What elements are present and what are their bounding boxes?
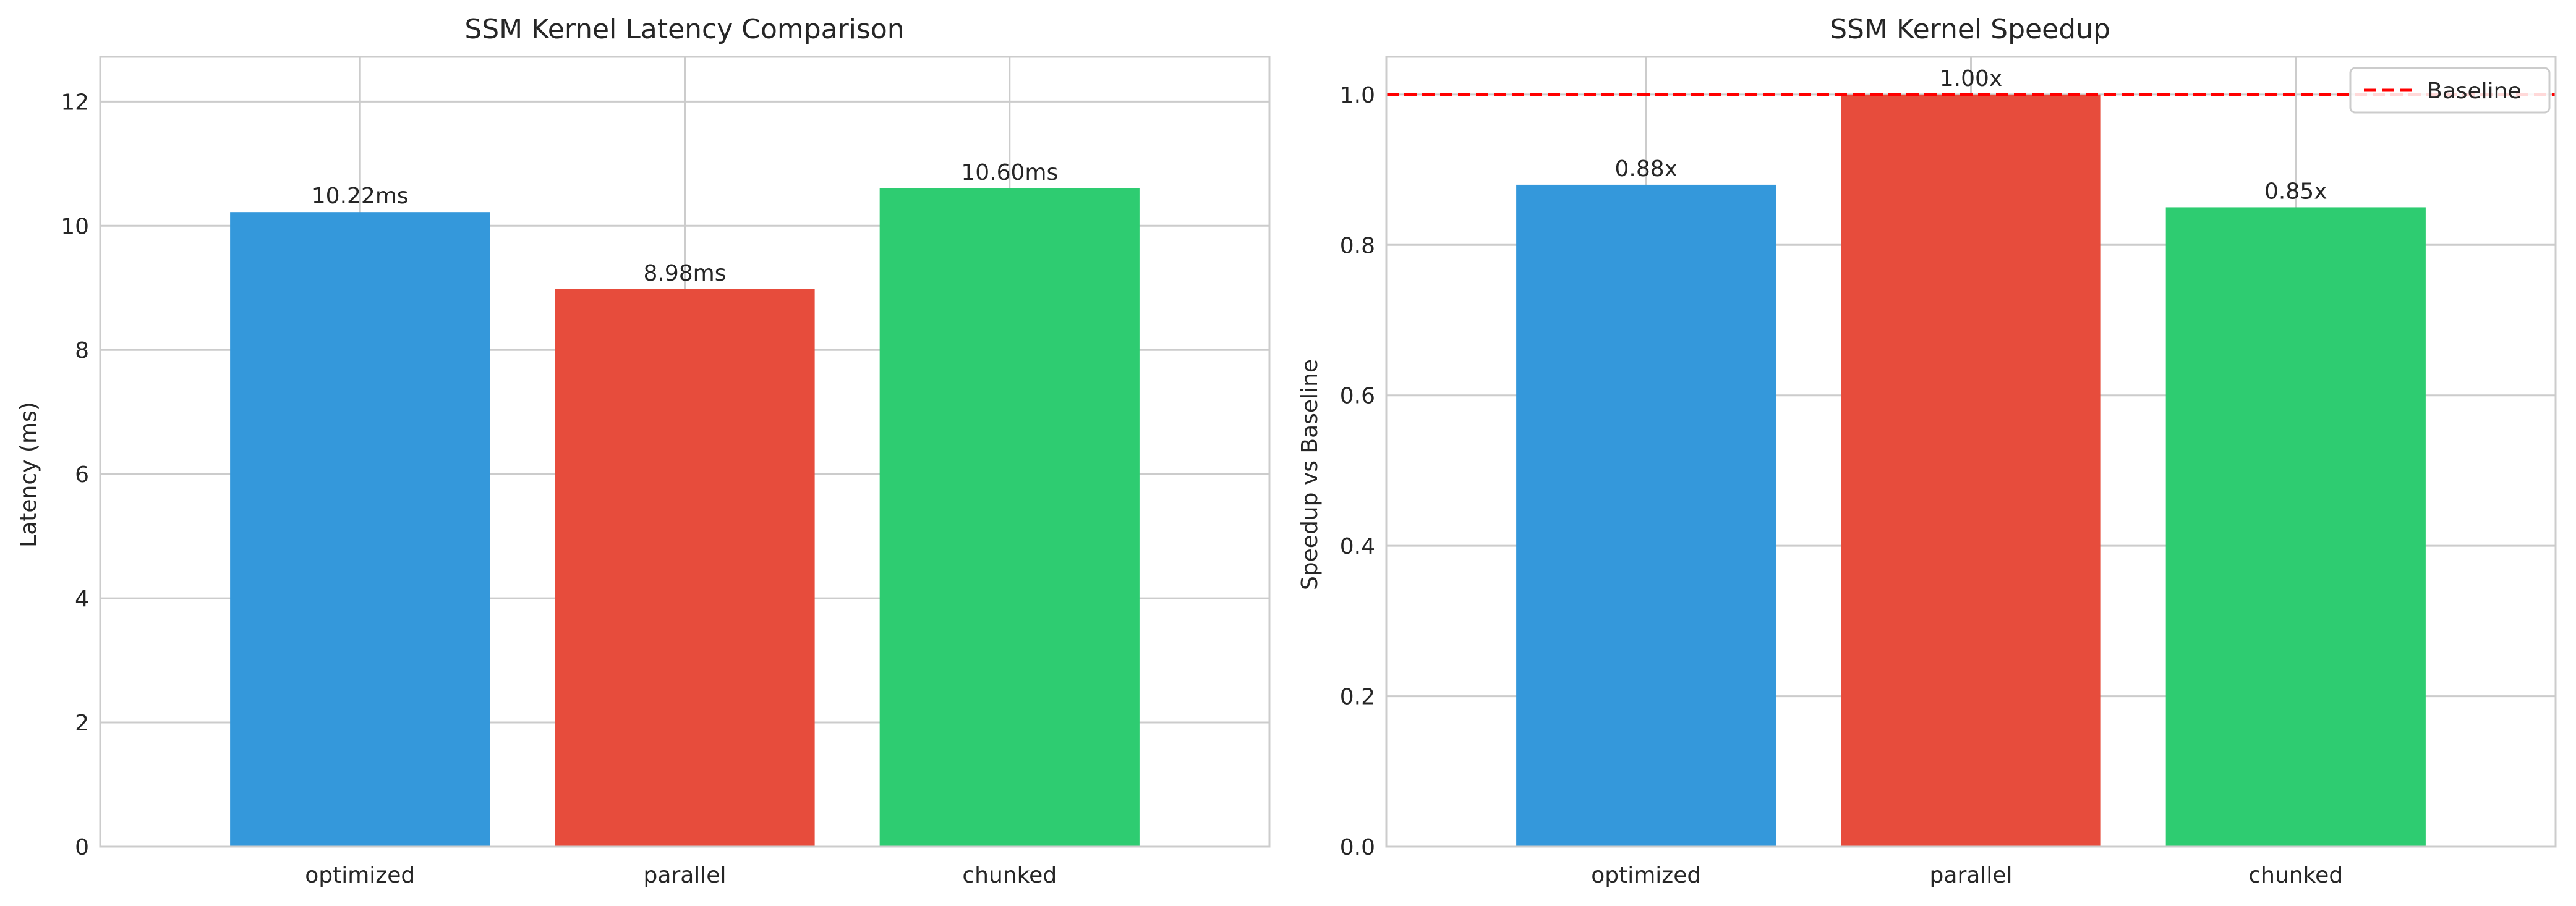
speedup-x-tick-label: optimized — [1591, 863, 1701, 888]
legend-baseline-label: Baseline — [2427, 78, 2522, 104]
latency-chart: SSM Kernel Latency Comparison Latency (m… — [16, 14, 1271, 888]
speedup-y-tick-label: 1.0 — [1340, 83, 1375, 108]
latency-ticks: 0 2 4 6 8 10 12 optimized parallel chunked — [61, 90, 1057, 888]
latency-x-tick-label: optimized — [305, 863, 415, 888]
speedup-chart: SSM Kernel Speedup Speedup vs Baseline 0… — [1297, 14, 2557, 888]
latency-chart-title: SSM Kernel Latency Comparison — [464, 14, 904, 45]
latency-y-tick-label: 10 — [61, 214, 89, 239]
speedup-y-tick-label: 0.4 — [1340, 534, 1375, 559]
latency-data-label: 10.22ms — [312, 184, 409, 209]
speedup-y-tick-label: 0.2 — [1340, 685, 1375, 710]
latency-data-label: 10.60ms — [961, 160, 1058, 185]
speedup-data-label: 1.00x — [1940, 66, 2002, 91]
speedup-data-label: 0.88x — [1614, 156, 1677, 182]
speedup-bar-parallel — [1841, 94, 2101, 847]
latency-y-tick-label: 0 — [75, 835, 89, 860]
legend-box — [2349, 67, 2551, 114]
latency-bars — [230, 188, 1140, 847]
speedup-bar-optimized — [1516, 184, 1776, 847]
speedup-y-tick-label: 0.8 — [1340, 233, 1375, 258]
speedup-x-tick-label: chunked — [2248, 863, 2343, 888]
speedup-bars — [1516, 94, 2426, 847]
latency-bar-parallel — [555, 289, 815, 847]
latency-y-tick-label: 12 — [61, 90, 89, 115]
latency-y-axis-label: Latency (ms) — [16, 402, 41, 548]
speedup-legend: Baseline — [2349, 67, 2551, 114]
speedup-x-tick-label: parallel — [1930, 863, 2013, 888]
latency-bar-chunked — [879, 188, 1140, 847]
speedup-ticks: 0.0 0.2 0.4 0.6 0.8 1.0 optimized parallel chunk… — [1340, 83, 2343, 888]
speedup-y-tick-label: 0.0 — [1340, 835, 1375, 860]
latency-bar-optimized — [230, 212, 490, 847]
latency-y-tick-label: 2 — [75, 711, 89, 736]
speedup-y-axis-label: Speedup vs Baseline — [1297, 359, 1323, 590]
latency-x-tick-label: parallel — [644, 863, 727, 888]
latency-y-tick-label: 8 — [75, 338, 89, 363]
speedup-y-tick-label: 0.6 — [1340, 384, 1375, 409]
latency-data-labels: 10.22ms 8.98ms 10.60ms — [312, 160, 1058, 286]
latency-axes-frame — [99, 56, 1271, 848]
speedup-axes-frame — [1385, 56, 2557, 848]
latency-y-tick-label: 4 — [75, 586, 89, 612]
speedup-data-labels: 0.88x 1.00x 0.85x — [1614, 66, 2327, 205]
speedup-chart-title: SSM Kernel Speedup — [1830, 14, 2110, 45]
latency-x-tick-label: chunked — [962, 863, 1057, 888]
latency-y-tick-label: 6 — [75, 462, 89, 488]
speedup-data-label: 0.85x — [2264, 179, 2327, 204]
speedup-bar-chunked — [2165, 207, 2426, 847]
latency-data-label: 8.98ms — [644, 261, 727, 286]
